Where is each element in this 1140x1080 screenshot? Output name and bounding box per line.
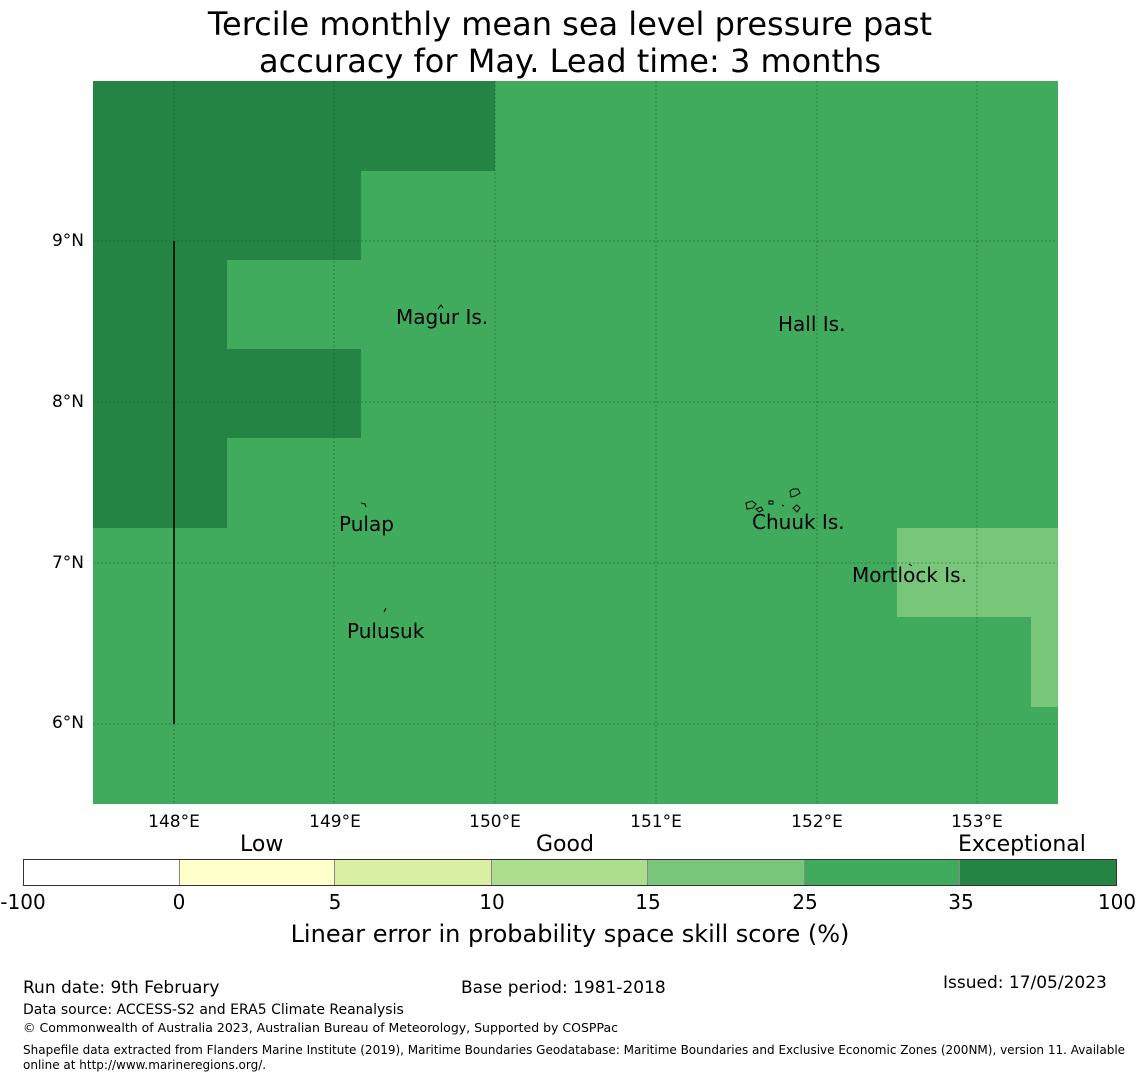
colorbar-tick-25: 25 [792,890,818,914]
lon-label-149e: 149°E [309,812,361,832]
colorbar-segment-1 [24,860,180,885]
colorbar-tick-35: 35 [948,890,974,914]
lat-label-9n: 9°N [51,231,84,251]
chart-title: Tercile monthly mean sea level pressure … [0,6,1140,80]
exceptional-region [93,81,495,528]
run-date: Run date: 9th February [23,978,220,998]
colorbar-tick-15: 15 [635,890,661,914]
copyright: © Commonwealth of Australia 2023, Austra… [23,1020,618,1035]
data-source: Data source: ACCESS-S2 and ERA5 Climate … [23,1002,404,1018]
medium-skill-region [897,528,1058,707]
title-line-2: accuracy for May. Lead time: 3 months [258,42,881,80]
lon-label-153e: 153°E [951,812,1003,832]
place-label-pulusuk: Pulusuk [347,619,425,643]
colorbar [23,859,1117,886]
legend-category-low: Low [240,832,284,857]
colorbar-segment-7 [960,860,1117,885]
colorbar-segment-5 [647,860,805,885]
graticule [93,81,1058,804]
shapefile-credit: Shapefile data extracted from Flanders M… [23,1043,1126,1072]
legend-category-good: Good [536,832,594,857]
legend-category-exceptional: Exceptional [958,832,1086,857]
colorbar-segment-2 [179,860,336,885]
colorbar-tick-100: 100 [1097,890,1137,914]
colorbar-tick-0: 0 [172,890,186,914]
colorbar-title: Linear error in probability space skill … [290,920,850,948]
lat-label-7n: 7°N [51,553,84,573]
place-label-magur: Magur Is. [396,305,489,329]
place-label-mortlock: Mortlock Is. [852,563,967,587]
lat-label-6n: 6°N [51,713,84,733]
lat-label-8n: 8°N [51,392,84,412]
lon-label-151e: 151°E [630,812,682,832]
skill-map [93,81,1058,804]
base-period: Base period: 1981-2018 [461,978,666,998]
title-line-1: Tercile monthly mean sea level pressure … [207,5,933,43]
issued-date: Issued: 17/05/2023 [943,973,1107,993]
colorbar-tick-5: 5 [328,890,342,914]
colorbar-tick-10: 10 [479,890,505,914]
lon-label-148e: 148°E [148,812,200,832]
island-outlines [360,304,913,613]
lon-label-152e: 152°E [791,812,843,832]
place-label-hall: Hall Is. [778,312,846,336]
colorbar-segment-6 [804,860,961,885]
colorbar-tick--100: -100 [0,890,46,914]
colorbar-segment-3 [335,860,493,885]
lon-label-150e: 150°E [469,812,521,832]
place-label-pulap: Pulap [339,512,394,536]
colorbar-segment-4 [492,860,648,885]
place-label-chuuk: Chuuk Is. [752,510,845,534]
